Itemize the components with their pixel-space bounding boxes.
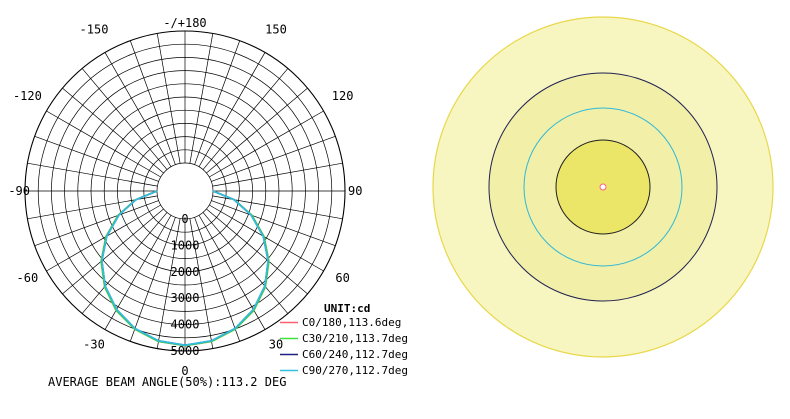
grid-spoke <box>209 204 324 272</box>
legend: C0/180,113.6deg C30/210,113.7deg C60/240,1… <box>280 316 408 377</box>
ring-label: 1000 <box>171 238 200 252</box>
angle-label: -120 <box>13 89 42 103</box>
angle-label: -30 <box>83 338 105 352</box>
legend-entry: C0/180,113.6deg <box>302 316 401 329</box>
angle-label: -60 <box>17 271 39 285</box>
grid-spoke <box>156 218 181 349</box>
grid-spoke <box>198 52 266 167</box>
angle-label: 0 <box>181 364 188 378</box>
grid-spoke <box>212 162 343 187</box>
ring-labels: 0 1000 2000 3000 4000 5000 <box>171 212 200 358</box>
grid-spoke <box>81 212 168 314</box>
isolux-center-dot <box>599 183 607 191</box>
polar-intensity-chart: -/+180 150 -150 120 -120 90 -90 60 -60 30 -30 0 0 10… <box>8 16 362 378</box>
ring-label: 2000 <box>171 265 200 279</box>
grid-spoke <box>202 212 289 314</box>
legend-entry: C30/210,113.7deg <box>302 332 408 345</box>
grid-spoke <box>34 200 159 247</box>
grid-spoke <box>206 87 308 174</box>
grid-spoke <box>129 40 176 165</box>
grid-spoke <box>206 208 308 295</box>
grid-spoke <box>209 110 324 178</box>
grid-spoke <box>194 217 241 342</box>
angle-label: 90 <box>348 184 362 198</box>
ring-label: 5000 <box>171 344 200 358</box>
grid-spoke <box>46 204 161 272</box>
ring-label: 4000 <box>171 318 200 332</box>
average-beam-angle: AVERAGE BEAM ANGLE(50%):113.2 DEG <box>48 375 286 389</box>
series-curve <box>101 190 269 347</box>
ring-label: 0 <box>181 212 188 226</box>
grid-spoke <box>62 208 164 295</box>
legend-entry: C60/240,112.7deg <box>302 348 408 361</box>
grid-spoke <box>211 200 336 247</box>
angle-label: 30 <box>269 338 283 352</box>
grid-spoke <box>34 135 159 182</box>
angle-label: 120 <box>332 89 354 103</box>
grid-spoke <box>81 68 168 170</box>
angle-label: -150 <box>80 22 109 36</box>
grid-spoke <box>27 162 158 187</box>
grid-spoke <box>189 218 214 349</box>
ring-label: 3000 <box>171 291 200 305</box>
grid-spoke <box>202 68 289 170</box>
isolux-plot <box>432 16 774 358</box>
angle-label: -90 <box>8 184 30 198</box>
grid-spoke <box>129 217 176 342</box>
grid-spoke <box>62 87 164 174</box>
grid-spoke <box>189 33 214 164</box>
angle-label: 150 <box>265 22 287 36</box>
angle-label: -/+180 <box>163 16 206 30</box>
polar-curves <box>100 190 270 347</box>
grid-ring <box>156 162 214 220</box>
grid-spoke <box>194 40 241 165</box>
angle-labels: -/+180 150 -150 120 -120 90 -90 60 -60 30 -30 0 <box>8 16 362 378</box>
grid-spoke <box>156 33 181 164</box>
grid-spoke <box>104 52 172 167</box>
grid-spoke <box>46 110 161 178</box>
legend-entry: C90/270,112.7deg <box>302 364 408 377</box>
angle-label: 60 <box>335 271 349 285</box>
unit-label: UNIT:cd <box>324 302 370 315</box>
grid-spoke <box>211 135 336 182</box>
